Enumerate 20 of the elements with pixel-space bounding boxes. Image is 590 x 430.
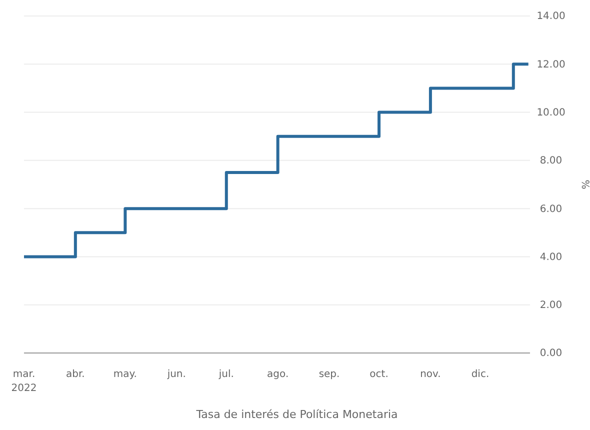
y-tick-label: 6.00: [540, 204, 562, 215]
x-tick-label: oct.: [370, 369, 388, 380]
x-tick-label: sep.: [318, 369, 340, 380]
x-tick-label: mar. 2022: [11, 369, 37, 394]
y-axis-title: %: [579, 180, 590, 190]
x-tick-label: ago.: [267, 369, 289, 380]
x-tick-label: abr.: [66, 369, 85, 380]
y-tick-label: 14.00: [536, 11, 566, 22]
y-tick-label: 12.00: [536, 59, 566, 70]
x-tick-label: jul.: [218, 369, 234, 380]
x-axis-title: Tasa de interés de Política Monetaria: [195, 408, 398, 421]
x-tick-label: nov.: [420, 369, 441, 380]
x-tick-label: jun.: [166, 369, 186, 380]
y-tick-label: 2.00: [540, 300, 562, 312]
y-tick-label: 8.00: [540, 156, 562, 167]
y-tick-label: 10.00: [536, 107, 566, 118]
y-tick-label: 4.00: [540, 252, 562, 263]
y-tick-label: 0.00: [540, 348, 562, 360]
x-tick-label: may.: [113, 369, 137, 380]
x-tick-label: dic.: [471, 369, 490, 380]
